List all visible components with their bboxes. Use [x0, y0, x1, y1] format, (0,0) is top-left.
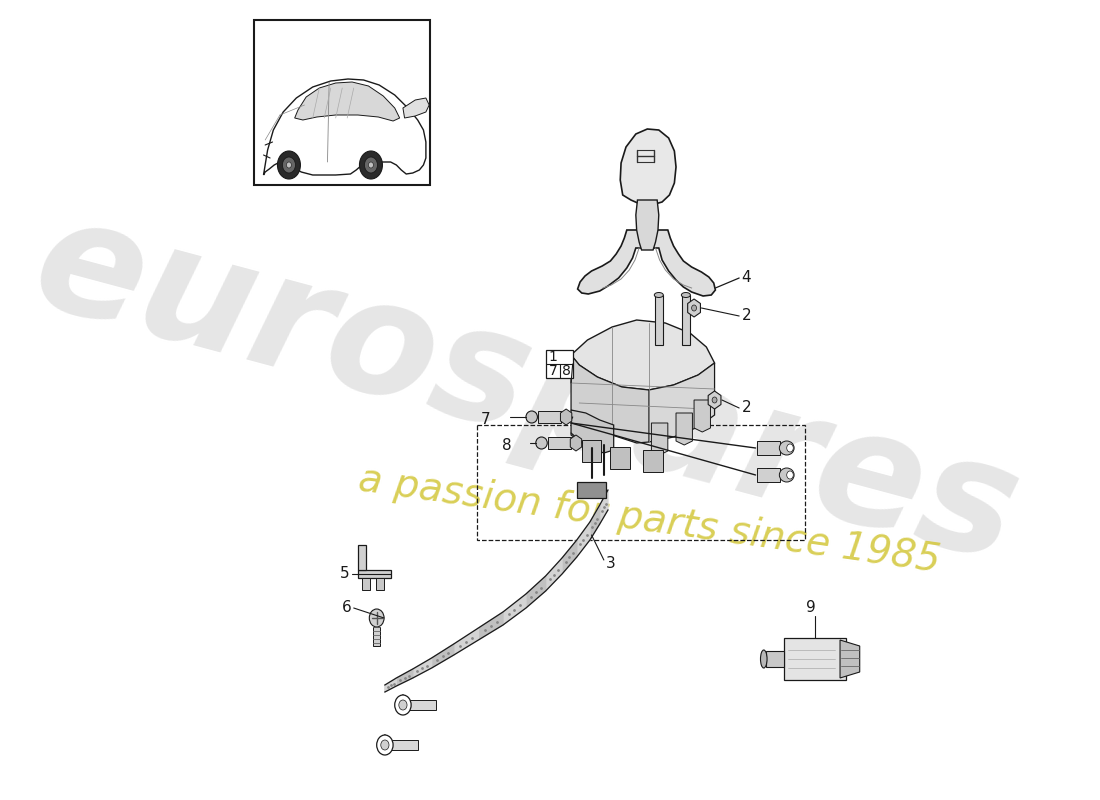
Circle shape — [360, 151, 383, 179]
Polygon shape — [503, 594, 526, 625]
Polygon shape — [431, 644, 454, 668]
Circle shape — [395, 695, 411, 715]
Circle shape — [786, 444, 793, 452]
Ellipse shape — [760, 650, 767, 668]
Text: eurospares: eurospares — [18, 185, 1034, 595]
Polygon shape — [582, 440, 602, 462]
Text: 4: 4 — [741, 270, 751, 286]
Ellipse shape — [536, 437, 548, 449]
Polygon shape — [538, 411, 561, 423]
Polygon shape — [376, 578, 384, 590]
Polygon shape — [295, 82, 399, 121]
Text: 6: 6 — [341, 601, 351, 615]
Ellipse shape — [779, 441, 794, 455]
Polygon shape — [571, 410, 614, 453]
Circle shape — [786, 471, 793, 479]
Text: 9: 9 — [806, 601, 816, 615]
Polygon shape — [264, 79, 426, 175]
Polygon shape — [392, 740, 418, 750]
Polygon shape — [478, 612, 503, 640]
Polygon shape — [767, 651, 784, 667]
Ellipse shape — [526, 411, 538, 423]
Polygon shape — [620, 129, 676, 205]
Polygon shape — [454, 628, 478, 655]
Polygon shape — [840, 640, 860, 678]
Polygon shape — [676, 413, 692, 445]
Bar — [476, 425, 805, 540]
Polygon shape — [757, 468, 780, 482]
Polygon shape — [358, 570, 390, 578]
Polygon shape — [409, 700, 436, 710]
Polygon shape — [546, 558, 562, 591]
Text: 2: 2 — [741, 309, 751, 323]
Polygon shape — [571, 355, 649, 443]
Text: 2: 2 — [741, 401, 751, 415]
Polygon shape — [644, 450, 663, 472]
Polygon shape — [784, 638, 846, 680]
Text: 8: 8 — [502, 438, 512, 453]
Circle shape — [368, 162, 373, 168]
Polygon shape — [757, 441, 780, 455]
Circle shape — [283, 157, 296, 173]
Polygon shape — [373, 627, 380, 646]
Text: 8: 8 — [562, 364, 571, 378]
Polygon shape — [600, 490, 608, 524]
Polygon shape — [548, 437, 571, 449]
Text: 5: 5 — [340, 566, 350, 582]
Polygon shape — [396, 669, 412, 686]
Text: a passion for parts since 1985: a passion for parts since 1985 — [355, 460, 943, 580]
Polygon shape — [362, 578, 370, 590]
Text: 3: 3 — [606, 555, 616, 570]
Polygon shape — [649, 363, 715, 442]
Circle shape — [692, 305, 696, 311]
Polygon shape — [562, 540, 576, 574]
Polygon shape — [526, 576, 546, 608]
Circle shape — [364, 157, 377, 173]
Polygon shape — [682, 295, 690, 345]
Circle shape — [286, 162, 292, 168]
Text: 7: 7 — [549, 364, 558, 378]
Bar — [547, 350, 573, 378]
Ellipse shape — [654, 293, 663, 298]
Polygon shape — [403, 98, 429, 118]
Polygon shape — [590, 505, 600, 540]
Ellipse shape — [681, 293, 691, 298]
Polygon shape — [412, 658, 431, 678]
Polygon shape — [651, 423, 668, 455]
Text: 1: 1 — [549, 350, 558, 364]
Circle shape — [376, 735, 393, 755]
Polygon shape — [654, 295, 663, 345]
Circle shape — [712, 397, 717, 403]
Bar — [254, 20, 430, 185]
Polygon shape — [576, 482, 606, 498]
Circle shape — [381, 740, 389, 750]
Circle shape — [277, 151, 300, 179]
Circle shape — [370, 609, 384, 627]
Polygon shape — [385, 678, 396, 692]
Polygon shape — [571, 320, 715, 390]
Polygon shape — [694, 400, 711, 432]
Polygon shape — [610, 447, 630, 469]
Text: 7: 7 — [481, 411, 491, 426]
Ellipse shape — [779, 468, 794, 482]
Polygon shape — [576, 522, 590, 557]
Polygon shape — [358, 545, 366, 570]
Polygon shape — [578, 230, 715, 296]
Circle shape — [399, 700, 407, 710]
Polygon shape — [636, 200, 659, 250]
